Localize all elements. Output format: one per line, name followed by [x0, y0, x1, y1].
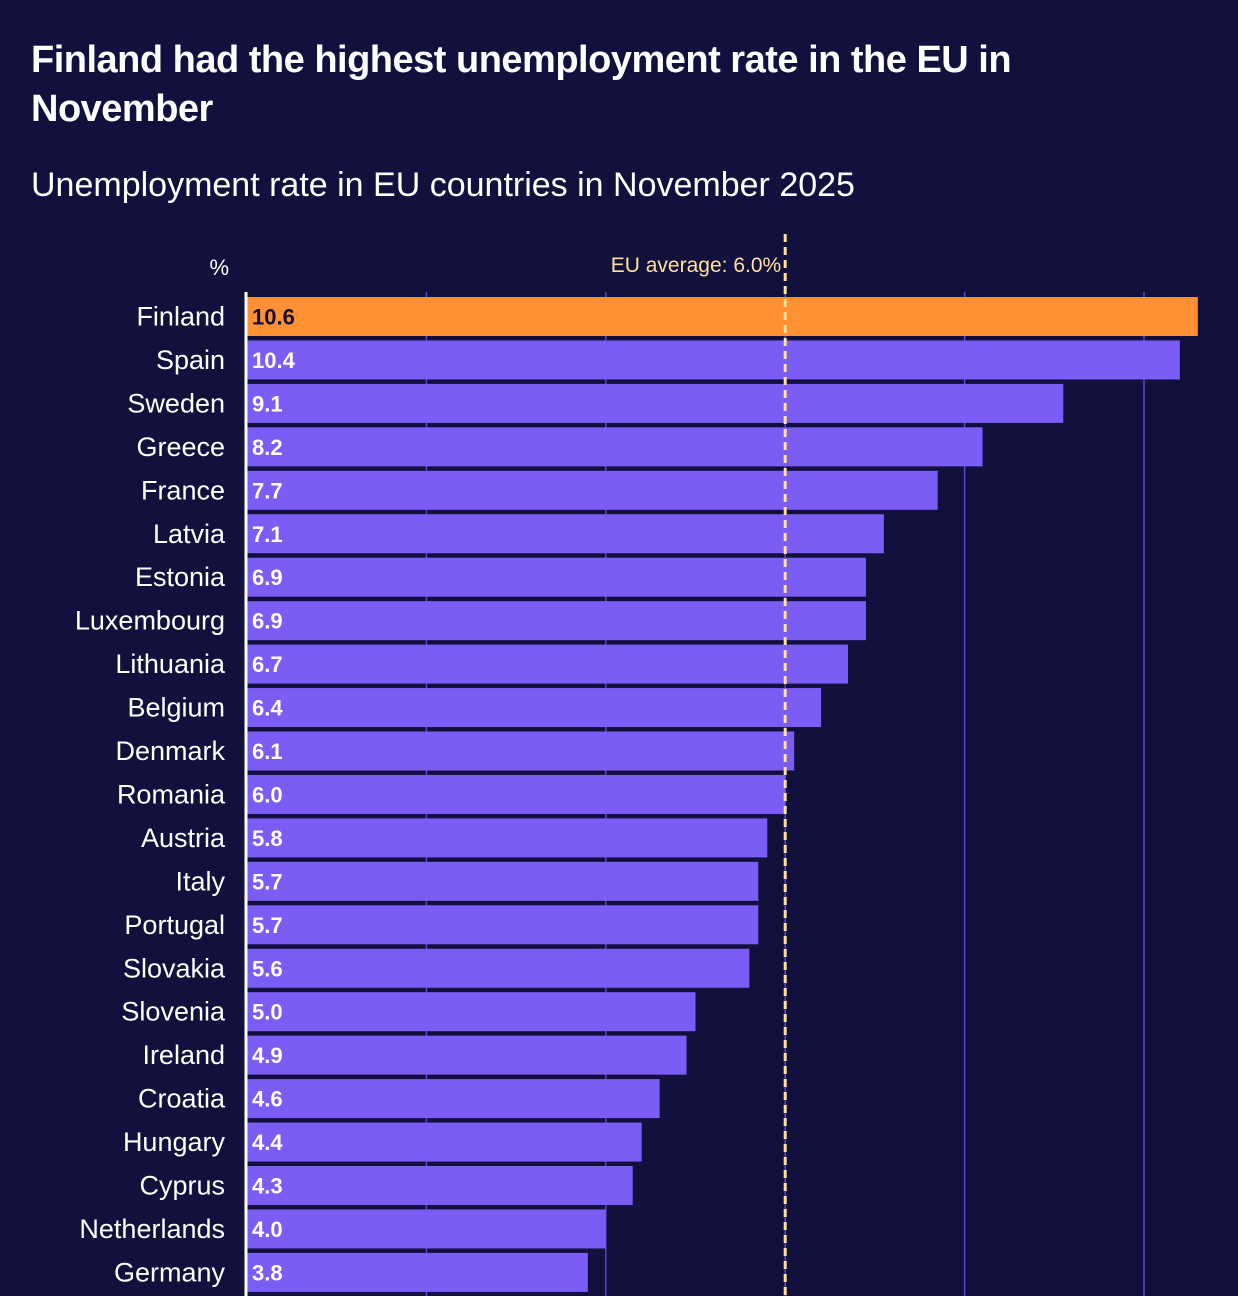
- bar: [247, 470, 938, 510]
- category-label: Sweden: [127, 388, 225, 418]
- bar: [247, 340, 1180, 380]
- bar: [247, 1166, 633, 1205]
- bar: [247, 427, 983, 467]
- bar: [247, 688, 822, 728]
- bar: [247, 1209, 606, 1249]
- chart-title: Finland had the highest unemployment rat…: [31, 39, 1012, 130]
- category-label: Latvia: [153, 519, 226, 549]
- value-label: 6.7: [252, 652, 283, 677]
- category-label: Greece: [136, 432, 225, 462]
- value-label: 4.6: [252, 1087, 283, 1112]
- category-label: Denmark: [115, 736, 225, 766]
- bar: [247, 514, 884, 554]
- value-label: 9.1: [252, 391, 283, 416]
- value-label: 6.9: [252, 565, 283, 590]
- category-label: Lithuania: [115, 649, 226, 679]
- category-label: Netherlands: [79, 1214, 225, 1244]
- value-label: 4.0: [252, 1217, 283, 1242]
- x-unit-label: %: [209, 255, 229, 280]
- value-label: 4.9: [252, 1043, 283, 1068]
- value-label: 5.7: [252, 869, 283, 894]
- bar: [247, 905, 759, 945]
- value-label: 7.7: [252, 478, 283, 503]
- category-label: France: [141, 475, 225, 505]
- bar: [247, 601, 866, 641]
- value-label: 8.2: [252, 435, 283, 460]
- value-label: 4.3: [252, 1174, 283, 1199]
- value-label: 7.1: [252, 522, 283, 547]
- value-label: 10.6: [252, 305, 295, 330]
- value-label: 5.7: [252, 913, 283, 938]
- bar: [247, 774, 786, 814]
- category-label: Finland: [136, 302, 225, 332]
- bar: [247, 1252, 588, 1292]
- category-label: Italy: [175, 866, 225, 896]
- category-label: Spain: [156, 345, 225, 375]
- category-label: Belgium: [127, 693, 225, 723]
- bar: [247, 297, 1198, 336]
- value-label: 4.4: [252, 1130, 283, 1155]
- category-label: Luxembourg: [75, 606, 225, 636]
- category-label: Austria: [141, 823, 226, 853]
- value-label: 6.4: [252, 696, 283, 721]
- category-label: Estonia: [135, 562, 226, 592]
- category-label: Slovenia: [121, 997, 226, 1027]
- bar: [247, 557, 866, 597]
- bar: [247, 948, 750, 988]
- value-label: 3.8: [252, 1260, 283, 1285]
- category-label: Cyprus: [139, 1171, 225, 1201]
- bar: [247, 992, 696, 1032]
- value-label: 5.0: [252, 1000, 283, 1025]
- value-label: 5.8: [252, 826, 283, 851]
- category-label: Germany: [114, 1257, 226, 1287]
- bar: [247, 383, 1064, 423]
- value-label: 10.4: [252, 348, 296, 373]
- bar: [247, 1122, 642, 1162]
- value-label: 6.1: [252, 739, 283, 764]
- chart-subtitle: Unemployment rate in EU countries in Nov…: [31, 166, 855, 204]
- bar: [247, 818, 768, 858]
- category-label: Croatia: [138, 1084, 226, 1114]
- category-label: Romania: [117, 779, 226, 809]
- bar: [247, 644, 848, 684]
- bar: [247, 1079, 660, 1119]
- category-label: Slovakia: [123, 953, 226, 983]
- value-label: 5.6: [252, 956, 283, 981]
- bar: [247, 731, 795, 771]
- value-label: 6.9: [252, 609, 283, 634]
- category-label: Ireland: [142, 1040, 225, 1070]
- value-label: 6.0: [252, 782, 283, 807]
- eu-average-label: EU average: 6.0%: [611, 254, 781, 277]
- bar: [247, 1035, 687, 1075]
- category-label: Hungary: [123, 1127, 226, 1157]
- bar: [247, 861, 759, 901]
- category-label: Portugal: [124, 910, 225, 940]
